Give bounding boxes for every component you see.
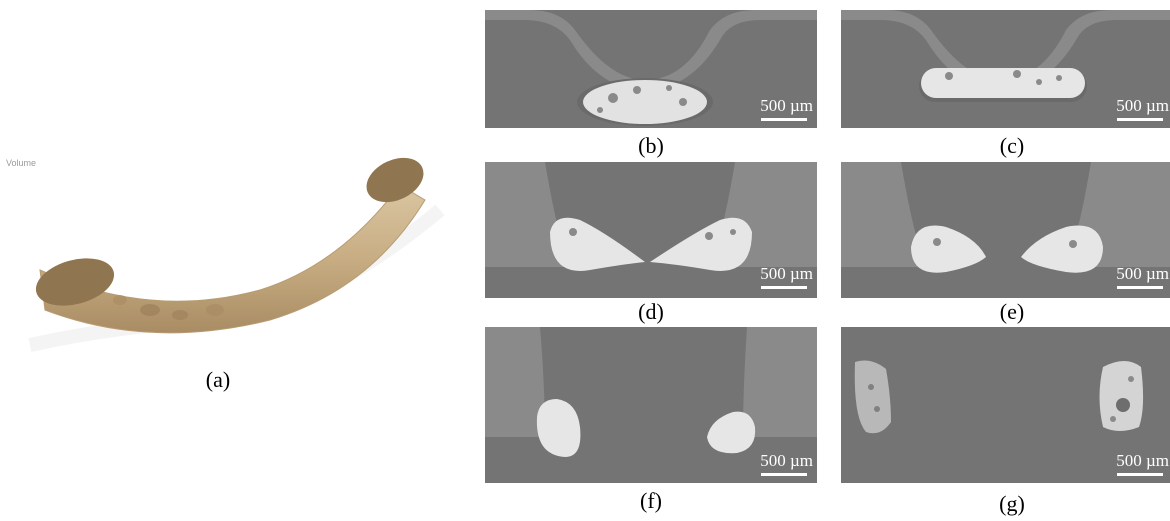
scale-label-c: 500 µm: [1116, 96, 1169, 115]
ct-slice-b: 500 µm: [485, 10, 817, 128]
scale-bar-c: [1117, 118, 1163, 121]
panel-a: Volume: [0, 150, 450, 370]
ct-slice-f: 500 µm: [485, 327, 817, 483]
caption-e: (e): [999, 299, 1025, 324]
volume-label: Volume: [6, 158, 37, 168]
caption-a: (a): [205, 367, 231, 392]
ct-slice-g: 500 µm: [841, 327, 1170, 483]
scale-bar-d: [761, 286, 807, 289]
ct-slice-e: 500 µm: [841, 162, 1170, 298]
caption-b: (b): [638, 133, 664, 158]
scale-bar-e: [1117, 286, 1163, 289]
scale-bar-g: [1117, 473, 1163, 476]
ct-slice-d: 500 µm: [485, 162, 817, 298]
scale-label-b: 500 µm: [760, 96, 813, 115]
caption-d: (d): [638, 299, 664, 324]
ct-slice-c: 500 µm: [841, 10, 1170, 128]
scale-label-g: 500 µm: [1116, 451, 1169, 470]
scale-label-e: 500 µm: [1116, 264, 1169, 283]
caption-f: (f): [640, 488, 662, 513]
volume-render: [28, 157, 445, 352]
scale-label-f: 500 µm: [760, 451, 813, 470]
scale-label-d: 500 µm: [760, 264, 813, 283]
caption-c: (c): [999, 133, 1025, 158]
scale-bar-f: [761, 473, 807, 476]
caption-g: (g): [999, 491, 1025, 516]
scale-bar-b: [761, 118, 807, 121]
